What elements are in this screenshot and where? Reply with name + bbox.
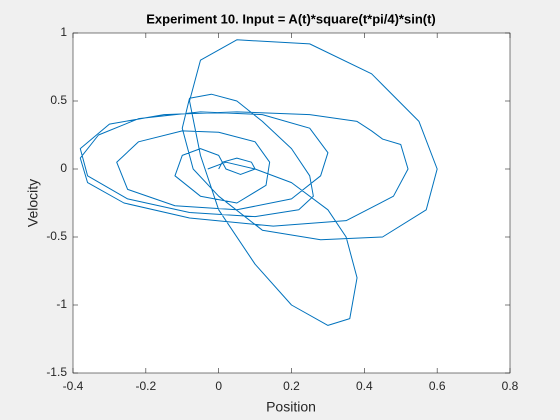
x-tick-label: -0.2: [135, 379, 156, 393]
chart-title: Experiment 10. Input = A(t)*square(t*pi/…: [146, 11, 436, 26]
y-tick-label: -0.5: [46, 229, 67, 243]
x-tick-label: 0.4: [356, 379, 373, 393]
y-tick-label: 0: [60, 161, 67, 175]
y-tick-label: 1: [60, 25, 67, 39]
trajectory: [79, 39, 438, 326]
x-tick-label: -0.4: [63, 379, 84, 393]
x-tick-label: 0.6: [429, 379, 446, 393]
y-tick-label: -1.5: [46, 365, 67, 379]
y-tick-label: -1: [56, 297, 67, 311]
x-tick-label: 0.2: [283, 379, 300, 393]
y-tick-label: 0.5: [50, 93, 67, 107]
x-tick-label: 0.8: [502, 379, 519, 393]
y-axis-label: Velocity: [25, 179, 41, 227]
x-axis-label: Position: [266, 399, 316, 415]
x-tick-label: 0: [215, 379, 222, 393]
axes-box: [72, 32, 511, 374]
